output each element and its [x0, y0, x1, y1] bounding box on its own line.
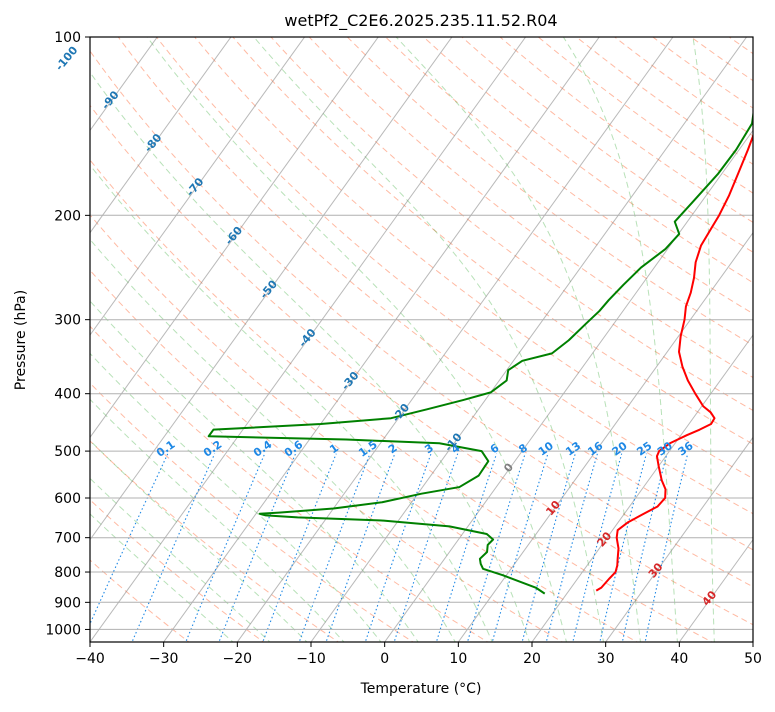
x-tick-label: 0 — [380, 651, 389, 667]
y-tick-label: 100 — [54, 30, 81, 46]
y-tick-label: 200 — [54, 208, 81, 224]
x-axis-title: Temperature (°C) — [360, 681, 482, 697]
x-tick-label: 40 — [670, 651, 688, 667]
y-tick-label: 500 — [54, 444, 81, 460]
x-tick-label: 50 — [744, 651, 762, 667]
y-tick-label: 900 — [54, 595, 81, 611]
y-tick-label: 400 — [54, 387, 81, 403]
x-tick-label: −40 — [75, 651, 105, 667]
x-tick-label: 10 — [449, 651, 467, 667]
x-tick-label: −20 — [223, 651, 253, 667]
chart-title: wetPf2_C2E6.2025.235.11.52.R04 — [284, 11, 557, 31]
y-tick-label: 700 — [54, 531, 81, 547]
y-tick-label: 800 — [54, 565, 81, 581]
y-tick-label: 300 — [54, 313, 81, 329]
y-axis-title: Pressure (hPa) — [13, 290, 29, 390]
y-tick-label: 1000 — [45, 622, 81, 638]
x-tick-label: 20 — [523, 651, 541, 667]
x-tick-label: 30 — [597, 651, 615, 667]
x-tick-label: −30 — [149, 651, 179, 667]
x-tick-label: −10 — [296, 651, 326, 667]
y-tick-label: 600 — [54, 491, 81, 507]
